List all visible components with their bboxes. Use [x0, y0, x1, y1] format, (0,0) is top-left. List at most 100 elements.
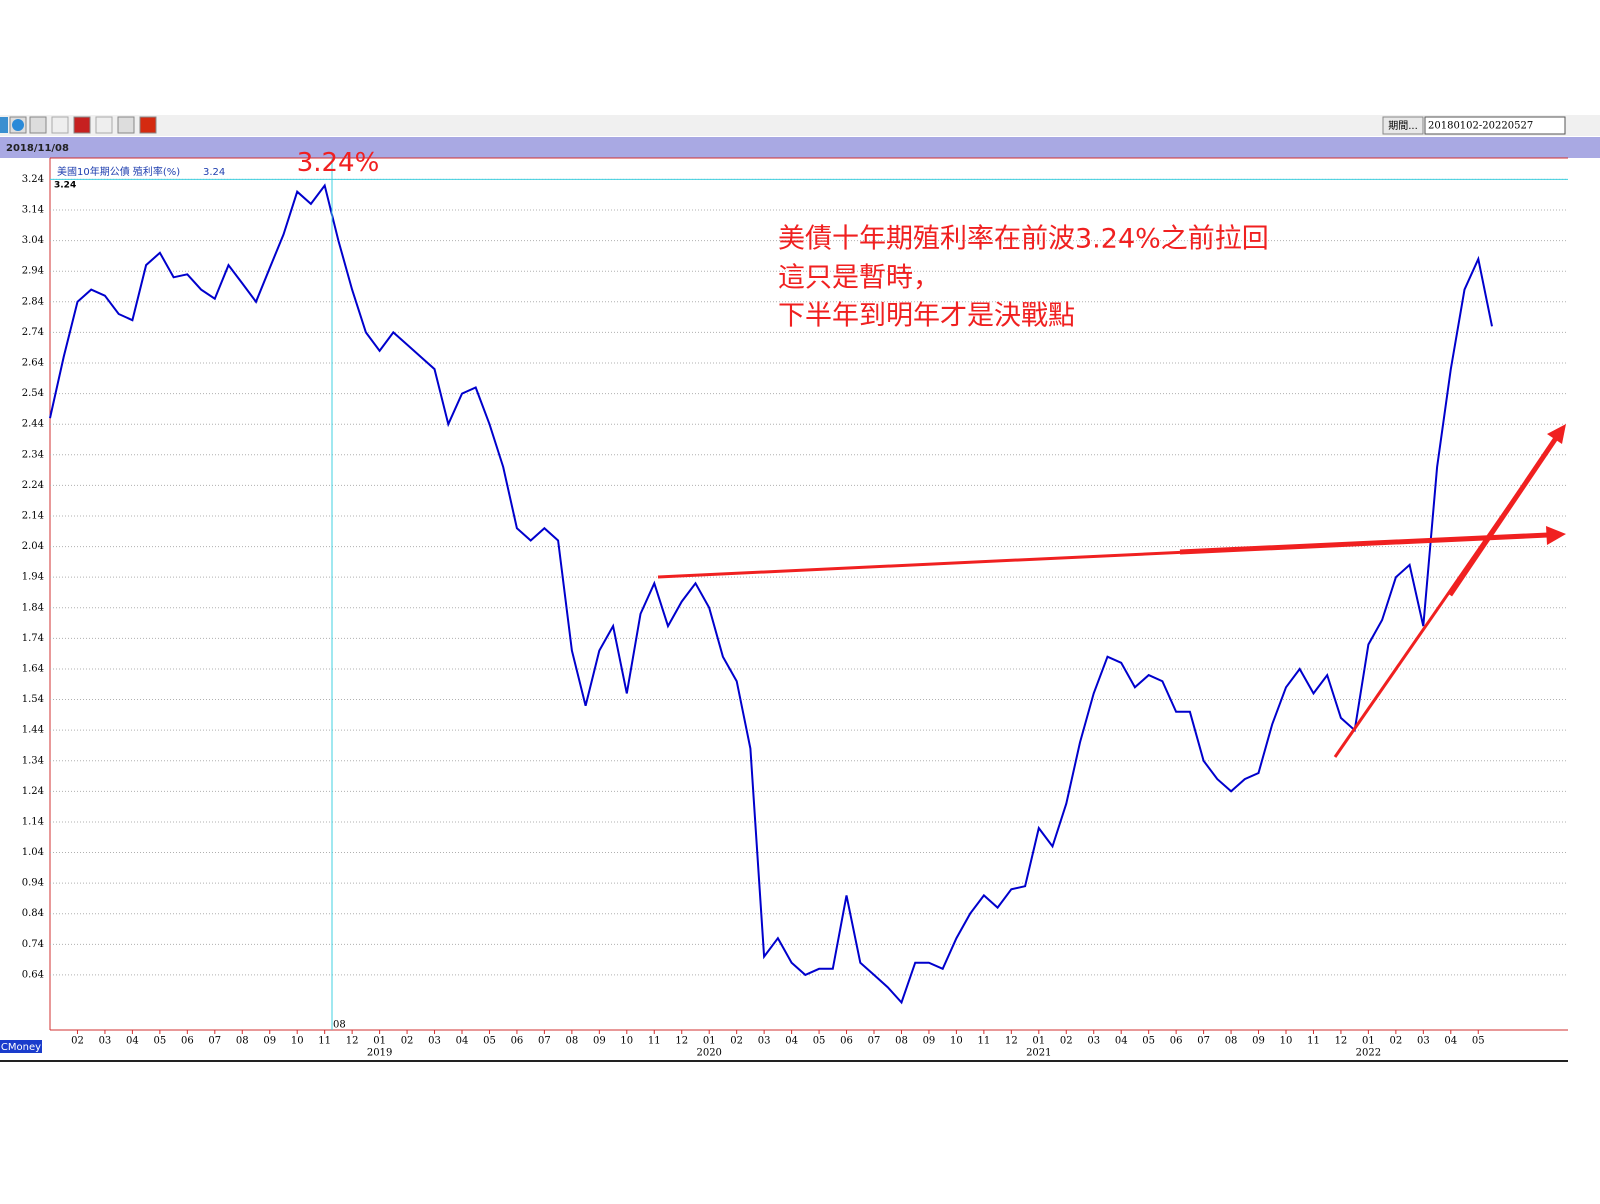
cursor-date: 2018/11/08 — [6, 143, 69, 154]
legend-value: 3.24 — [203, 167, 225, 178]
y-tick-label: 1.04 — [22, 847, 44, 858]
x-tick-label: 08 — [565, 1036, 578, 1047]
x-tick-label: 01 — [1362, 1036, 1375, 1047]
x-tick-label: 05 — [1142, 1036, 1155, 1047]
annotation-line: 美債十年期殖利率在前波3.24%之前拉回 — [778, 224, 1269, 255]
x-tick-label: 08 — [1225, 1036, 1238, 1047]
trend-arrowhead — [1547, 424, 1566, 444]
y-tick-label: 0.94 — [22, 878, 44, 889]
y-tick-label: 3.04 — [22, 235, 44, 246]
x-tick-label: 01 — [373, 1036, 386, 1047]
x-tick-label: 10 — [620, 1036, 633, 1047]
x-tick-label: 08 — [236, 1036, 249, 1047]
x-tick-label: 06 — [181, 1036, 194, 1047]
x-tick-label: 07 — [538, 1036, 551, 1047]
x-tick-label: 11 — [318, 1036, 331, 1047]
cursor-day-label: 08 — [333, 1020, 346, 1031]
y-tick-label: 2.14 — [22, 510, 44, 521]
x-tick-label: 02 — [730, 1036, 743, 1047]
x-tick-label: 03 — [428, 1036, 441, 1047]
x-tick-label: 09 — [263, 1036, 276, 1047]
trend-arrows — [657, 424, 1566, 758]
x-tick-label: 03 — [1417, 1036, 1430, 1047]
y-tick-label: 0.84 — [22, 908, 44, 919]
tool-icon[interactable] — [0, 117, 8, 133]
x-tick-label: 06 — [1170, 1036, 1183, 1047]
x-tick-label: 11 — [977, 1036, 990, 1047]
x-tick-label: 02 — [401, 1036, 414, 1047]
x-tick-label: 09 — [1252, 1036, 1265, 1047]
period-button-label[interactable]: 期間... — [1388, 120, 1418, 132]
x-tick-label: 03 — [758, 1036, 771, 1047]
y-tick-label: 2.74 — [22, 327, 44, 338]
tool-icon-glyph — [12, 119, 24, 131]
y-tick-label: 2.04 — [22, 541, 44, 552]
x-tick-label: 01 — [703, 1036, 716, 1047]
y-tick-label: 2.34 — [22, 449, 44, 460]
x-year-label: 2022 — [1356, 1048, 1381, 1059]
x-tick-label: 05 — [483, 1036, 496, 1047]
tool-icon[interactable] — [29, 116, 47, 134]
y-tick-label: 1.14 — [22, 816, 44, 827]
x-tick-label: 11 — [1307, 1036, 1320, 1047]
x-tick-label: 02 — [71, 1036, 84, 1047]
annotation-line: 這只是暫時， — [778, 263, 940, 294]
x-tick-label: 03 — [1087, 1036, 1100, 1047]
y-tick-label: 1.34 — [22, 755, 44, 766]
y-tick-label: 1.54 — [22, 694, 44, 705]
x-tick-label: 05 — [1472, 1036, 1485, 1047]
tool-icon[interactable] — [117, 116, 135, 134]
y-tick-label: 1.64 — [22, 663, 44, 674]
x-tick-label: 06 — [511, 1036, 524, 1047]
trend-arrowhead — [1546, 526, 1566, 545]
tool-icon[interactable] — [51, 116, 69, 134]
peak-label: 3.24% — [297, 148, 380, 178]
x-tick-label: 07 — [1197, 1036, 1210, 1047]
x-year-label: 2019 — [367, 1048, 392, 1059]
tool-icon[interactable] — [73, 116, 91, 134]
x-tick-label: 12 — [346, 1036, 359, 1047]
x-tick-label: 06 — [840, 1036, 853, 1047]
header-bar — [0, 137, 1600, 158]
x-tick-label: 10 — [1280, 1036, 1293, 1047]
x-tick-label: 01 — [1032, 1036, 1045, 1047]
period-button[interactable] — [1382, 116, 1424, 135]
toolbar — [0, 115, 1600, 136]
y-tick-label: 2.94 — [22, 266, 44, 277]
x-tick-label: 04 — [785, 1036, 798, 1047]
series-line — [49, 183, 1493, 1005]
x-tick-label: 10 — [950, 1036, 963, 1047]
toolbar-icons — [0, 116, 157, 134]
x-tick-label: 02 — [1060, 1036, 1073, 1047]
annotation: 美債十年期殖利率在前波3.24%之前拉回 這只是暫時， 下半年到明年才是決戰點 — [778, 224, 1269, 332]
trend-arrow-line — [1447, 436, 1559, 597]
x-year-label: 2021 — [1026, 1048, 1051, 1059]
annotation-line: 下半年到明年才是決戰點 — [778, 301, 1075, 332]
y-tick-label: 1.94 — [22, 572, 44, 583]
x-tick-label: 04 — [1115, 1036, 1128, 1047]
x-tick-label: 11 — [648, 1036, 661, 1047]
x-tick-label: 12 — [1005, 1036, 1018, 1047]
period-range-box[interactable] — [1424, 116, 1566, 135]
x-tick-label: 12 — [1335, 1036, 1348, 1047]
x-tick-label: 09 — [923, 1036, 936, 1047]
tool-icon[interactable] — [139, 116, 157, 134]
y-tick-label: 2.44 — [22, 419, 44, 430]
x-tick-label: 10 — [291, 1036, 304, 1047]
x-tick-label: 05 — [813, 1036, 826, 1047]
x-tick-label: 05 — [153, 1036, 166, 1047]
legend: 美國10年期公債 殖利率(%) 3.24 3.24 — [54, 165, 225, 191]
y-tick-label: 0.74 — [22, 939, 44, 950]
tool-icon[interactable] — [95, 116, 113, 134]
period-range: 20180102-20220527 — [1428, 121, 1533, 132]
x-tick-label: 04 — [126, 1036, 139, 1047]
y-tick-label: 1.24 — [22, 786, 44, 797]
x-tick-label: 08 — [895, 1036, 908, 1047]
y-tick-label: 1.84 — [22, 602, 44, 613]
x-tick-label: 09 — [593, 1036, 606, 1047]
x-tick-label: 03 — [99, 1036, 112, 1047]
grid-layer: 3.24 3.14 3.04 2.94 2.84 2.74 2.64 2.54 2.44 2.34… — [22, 174, 1568, 1059]
y-tick-label: 3.14 — [22, 205, 44, 216]
brand-box — [0, 1040, 42, 1053]
